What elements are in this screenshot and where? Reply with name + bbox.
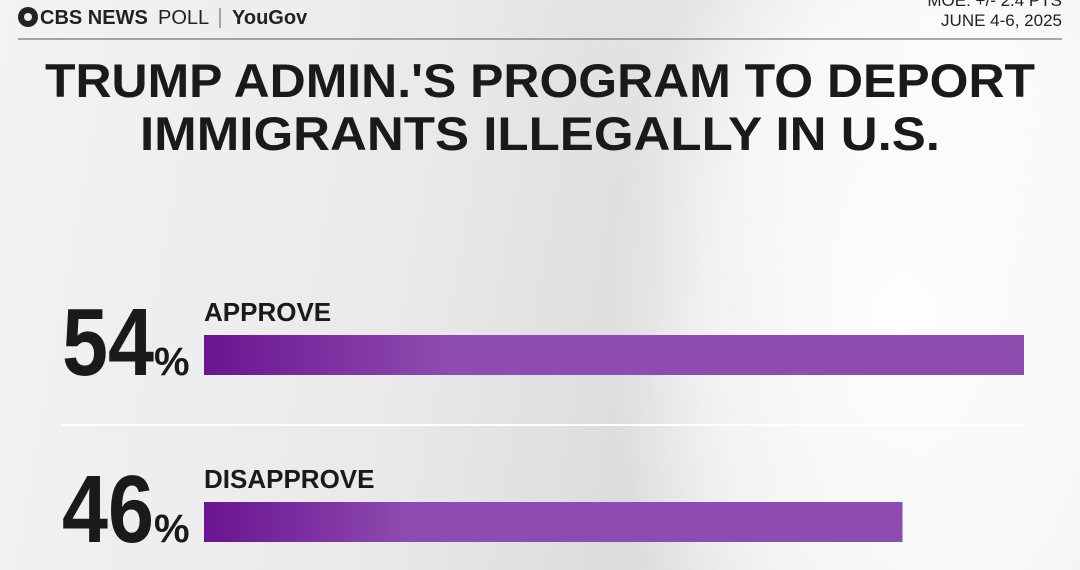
value-number: 54 [62, 289, 154, 396]
bar [204, 335, 1024, 375]
partner: YouGov [232, 7, 308, 29]
cbs-eye-pupil [24, 13, 32, 21]
value-label: 46% [62, 456, 190, 563]
poll-label: POLL [158, 7, 209, 29]
moe: MOE: +/- 2.4 PTS [927, 0, 1062, 10]
value-unit: % [154, 340, 190, 384]
brand: CBS NEWS [40, 7, 148, 29]
title-line: TRUMP ADMIN.'S PROGRAM TO DEPORT [45, 54, 1035, 107]
value-label: 54% [62, 289, 190, 396]
category-label: DISAPPROVE [204, 464, 375, 494]
category-label: APPROVE [204, 297, 331, 327]
title-line: IMMIGRANTS ILLEGALLY IN U.S. [140, 107, 940, 160]
value-unit: % [154, 507, 190, 551]
dates: JUNE 4-6, 2025 [941, 11, 1062, 30]
value-number: 46 [62, 456, 154, 563]
bar [204, 502, 903, 542]
